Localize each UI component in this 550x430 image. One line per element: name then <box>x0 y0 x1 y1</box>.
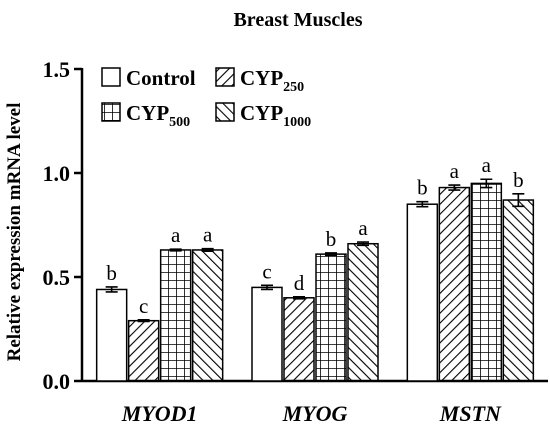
chart-title: Breast Muscles <box>233 9 362 31</box>
legend-label: CYP250 <box>240 66 304 95</box>
y-tick-label: 0.0 <box>43 369 71 394</box>
significance-letter: a <box>358 216 368 240</box>
significance-letter: a <box>171 223 181 247</box>
legend: Control CYP250 CYP500 CYP1000 <box>101 66 311 130</box>
x-tick-label: MSTN <box>439 401 502 426</box>
y-tick-label: 1.5 <box>43 57 71 82</box>
legend-swatch <box>101 102 121 122</box>
bar <box>251 286 283 382</box>
error-bar <box>416 200 429 208</box>
bar <box>406 203 439 382</box>
bar <box>470 182 503 382</box>
significance-letter: a <box>482 153 492 177</box>
x-tick-label: MYOD1 <box>121 401 198 426</box>
error-bar <box>261 284 273 291</box>
bar <box>315 253 347 382</box>
bar <box>347 242 379 382</box>
significance-letter: b <box>326 227 337 251</box>
significance-letter: b <box>417 176 428 200</box>
error-bar <box>169 248 182 252</box>
error-bar <box>512 193 525 208</box>
y-tick-label: 1.0 <box>43 161 71 186</box>
legend-swatch <box>101 67 121 87</box>
y-tick-label: 0.5 <box>43 265 71 290</box>
y-axis-label: Relative expression mRNA level <box>4 103 25 362</box>
significance-letter: c <box>139 294 148 318</box>
significance-letter: d <box>294 271 305 295</box>
bar <box>159 249 192 382</box>
legend-label: Control <box>126 66 196 90</box>
bar <box>438 186 471 382</box>
axes: 0.0 0.5 1.0 1.5 <box>43 57 548 394</box>
significance-letter: a <box>450 159 460 183</box>
bar <box>191 249 224 382</box>
significance-letter: a <box>203 223 213 247</box>
error-bar <box>357 241 369 247</box>
error-bar <box>480 178 493 189</box>
error-bar <box>137 319 150 323</box>
significance-letter: b <box>106 261 117 285</box>
x-tick-label: MYOG <box>282 401 348 426</box>
bar <box>283 297 315 382</box>
legend-swatch <box>215 102 235 122</box>
error-bar <box>293 295 305 300</box>
bar <box>502 199 535 382</box>
error-bar <box>105 286 118 293</box>
legend-swatch <box>215 67 235 87</box>
legend-label: CYP500 <box>126 101 190 130</box>
bar <box>127 319 160 382</box>
error-bar <box>325 252 337 257</box>
significance-letter: c <box>262 259 271 283</box>
error-bar <box>201 247 214 253</box>
bar <box>95 288 128 382</box>
legend-label: CYP1000 <box>240 101 311 130</box>
error-bar <box>448 184 461 191</box>
significance-letter: b <box>513 168 524 192</box>
